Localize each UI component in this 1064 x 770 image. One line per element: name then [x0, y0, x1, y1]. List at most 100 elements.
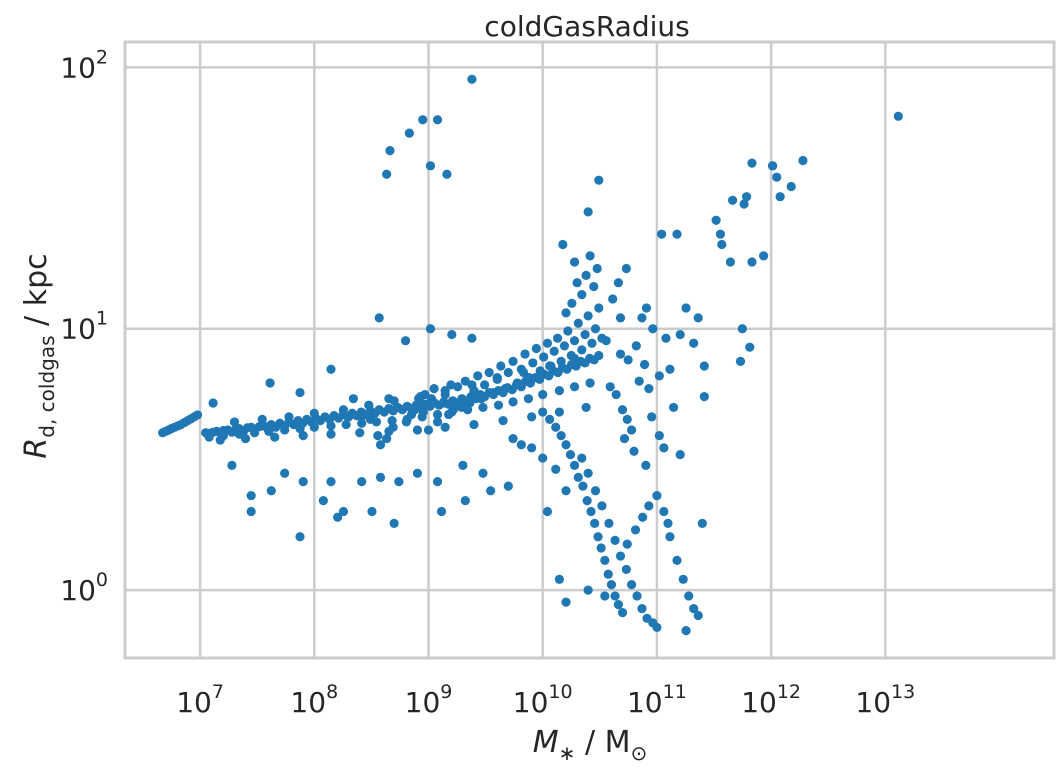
data-points — [158, 74, 903, 636]
data-point — [295, 387, 305, 398]
data-point — [610, 591, 620, 601]
data-point — [551, 464, 561, 474]
data-point — [348, 394, 359, 404]
data-point — [270, 432, 280, 442]
data-point — [654, 371, 664, 381]
data-point — [565, 449, 576, 460]
data-point — [594, 175, 604, 185]
data-point — [711, 215, 721, 225]
data-point — [417, 412, 427, 422]
data-point — [725, 257, 735, 267]
data-point — [257, 414, 267, 424]
y-tick-label: 102 — [60, 46, 108, 84]
data-point — [585, 251, 595, 261]
data-point — [249, 428, 260, 438]
data-point — [619, 433, 630, 444]
data-point — [520, 349, 530, 359]
data-point — [567, 298, 577, 308]
data-point — [672, 229, 682, 239]
data-point — [382, 433, 392, 444]
data-point — [617, 608, 628, 618]
data-point — [604, 518, 614, 529]
data-point — [309, 408, 319, 418]
data-point — [589, 281, 599, 292]
y-tick-label: 101 — [60, 308, 108, 346]
data-point — [508, 397, 518, 407]
data-point — [558, 239, 568, 250]
data-point — [581, 402, 591, 413]
data-point — [590, 486, 601, 496]
data-point — [508, 356, 518, 366]
data-point — [496, 361, 506, 371]
data-point — [298, 477, 308, 487]
data-point — [622, 414, 632, 424]
x-tick-label: 1013 — [855, 681, 915, 719]
data-point — [538, 407, 548, 417]
data-point — [402, 414, 412, 424]
data-point — [527, 412, 537, 422]
data-point — [432, 477, 443, 487]
data-point — [621, 564, 631, 575]
data-point — [663, 518, 673, 529]
data-point — [467, 74, 477, 84]
data-point — [634, 376, 644, 386]
data-point — [429, 384, 439, 394]
data-point — [447, 329, 457, 340]
data-point — [641, 303, 652, 313]
data-point — [737, 324, 747, 334]
data-point — [246, 490, 256, 501]
data-point — [326, 364, 336, 374]
data-point — [727, 195, 738, 205]
data-point — [775, 192, 785, 202]
data-point — [341, 419, 351, 430]
data-point — [615, 349, 626, 359]
chart-title: coldGasRadius — [484, 10, 689, 43]
data-point — [644, 501, 654, 511]
data-point — [637, 313, 647, 323]
data-point — [639, 359, 650, 370]
data-point — [309, 422, 319, 432]
data-point — [467, 333, 477, 343]
data-point — [326, 421, 336, 431]
x-tick-label: 107 — [176, 681, 224, 719]
data-point — [389, 518, 399, 529]
data-point — [637, 603, 647, 614]
data-point — [412, 425, 423, 435]
data-point — [480, 380, 490, 390]
data-point — [240, 433, 251, 444]
data-point — [326, 429, 336, 439]
data-point — [626, 579, 637, 590]
data-point — [538, 453, 548, 463]
data-point — [615, 551, 626, 561]
data-point — [545, 361, 555, 371]
data-point — [739, 199, 749, 209]
data-point — [590, 518, 600, 529]
data-point — [629, 446, 639, 456]
data-point — [583, 207, 593, 217]
data-point — [295, 423, 305, 434]
data-point — [622, 539, 632, 549]
data-point — [498, 416, 508, 426]
data-point — [326, 477, 336, 487]
data-point — [523, 394, 534, 404]
data-point — [503, 481, 513, 491]
data-point — [561, 486, 571, 496]
data-point — [549, 346, 559, 356]
data-point — [192, 410, 203, 420]
data-point — [661, 333, 671, 343]
data-point — [265, 378, 275, 388]
data-point — [425, 324, 436, 334]
data-point — [741, 192, 752, 202]
data-point — [486, 486, 496, 496]
data-point — [569, 257, 580, 267]
data-point — [357, 418, 367, 428]
data-point — [652, 622, 662, 633]
data-point — [478, 402, 488, 413]
data-point — [665, 364, 675, 374]
data-point — [582, 496, 592, 506]
data-point — [364, 400, 374, 410]
data-point — [586, 506, 596, 517]
data-point — [580, 329, 590, 340]
data-point — [373, 431, 383, 441]
